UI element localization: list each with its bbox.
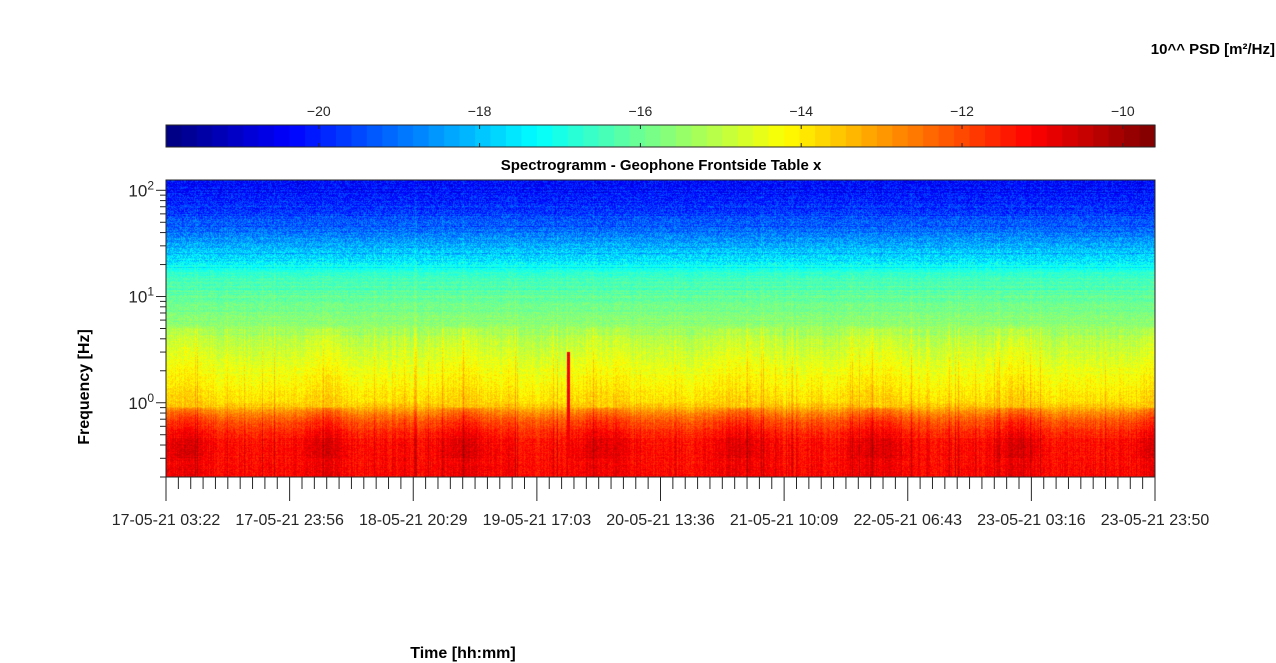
colorbar-step	[305, 125, 322, 147]
spectrogram-heatmap	[166, 180, 1155, 477]
colorbar-step	[768, 125, 785, 147]
x-tick-label: 20-05-21 13:36	[606, 512, 715, 529]
colorbar-step	[1139, 125, 1156, 147]
colorbar-step	[969, 125, 986, 147]
colorbar-step	[876, 125, 893, 147]
colorbar-step	[799, 125, 816, 147]
colorbar-step	[753, 125, 770, 147]
colorbar-step	[490, 125, 507, 147]
y-tick-label: 100	[128, 391, 154, 413]
colorbar-step	[1108, 125, 1125, 147]
colorbar-step	[645, 125, 662, 147]
x-tick-label: 19-05-21 17:03	[483, 512, 592, 529]
colorbar-step	[274, 125, 291, 147]
colorbar-step	[475, 125, 492, 147]
colorbar-step	[166, 125, 183, 147]
colorbar-step	[320, 125, 337, 147]
colorbar-step	[706, 125, 723, 147]
colorbar-step	[1046, 125, 1063, 147]
x-tick-label: 18-05-21 20:29	[359, 512, 468, 529]
colorbar-step	[938, 125, 955, 147]
colorbar-step	[521, 125, 538, 147]
x-tick-label: 23-05-21 23:50	[1101, 512, 1210, 529]
colorbar-step	[552, 125, 569, 147]
colorbar-label: 10^^ PSD [m²/Hz]	[1151, 41, 1275, 58]
colorbar-step	[351, 125, 368, 147]
y-tick-label: 101	[128, 285, 154, 307]
colorbar-step	[629, 125, 646, 147]
colorbar-step	[985, 125, 1002, 147]
colorbar-step	[1093, 125, 1110, 147]
colorbar-step	[583, 125, 600, 147]
colorbar-step	[737, 125, 754, 147]
colorbar-step	[722, 125, 739, 147]
colorbar-step	[444, 125, 461, 147]
colorbar-step	[397, 125, 414, 147]
colorbar-tick-label: −20	[307, 103, 331, 119]
colorbar-step	[1124, 125, 1141, 147]
x-tick-label: 17-05-21 03:22	[112, 512, 221, 529]
colorbar-step	[691, 125, 708, 147]
colorbar-step	[614, 125, 631, 147]
colorbar-step	[567, 125, 584, 147]
colorbar-tick-label: −18	[468, 103, 492, 119]
x-tick-label: 22-05-21 06:43	[853, 512, 962, 529]
colorbar-step	[428, 125, 445, 147]
colorbar-step	[660, 125, 677, 147]
x-tick-label: 21-05-21 10:09	[730, 512, 839, 529]
colorbar-step	[1062, 125, 1079, 147]
colorbar-tick-label: −10	[1111, 103, 1135, 119]
colorbar-step	[923, 125, 940, 147]
colorbar-step	[861, 125, 878, 147]
colorbar-step	[1077, 125, 1094, 147]
colorbar-step	[366, 125, 383, 147]
colorbar-step	[196, 125, 213, 147]
colorbar-step	[1000, 125, 1017, 147]
colorbar-step	[830, 125, 847, 147]
chart-title: Spectrogramm - Geophone Frontside Table …	[501, 157, 822, 174]
colorbar-step	[536, 125, 553, 147]
colorbar-step	[181, 125, 198, 147]
colorbar-step	[212, 125, 229, 147]
colorbar-step	[459, 125, 476, 147]
colorbar-frame	[165, 124, 1156, 148]
colorbar-step	[505, 125, 523, 147]
colorbar-step	[1031, 125, 1048, 147]
colorbar-tick-label: −12	[950, 103, 974, 119]
colorbar-step	[382, 125, 399, 147]
x-axis: 17-05-21 03:22 17-05-21 23:56 18-05-21 20:…	[112, 477, 1210, 529]
colorbar-tick-label: −14	[789, 103, 813, 119]
y-axis: 100 101 102	[128, 178, 166, 478]
colorbar-step	[335, 125, 353, 147]
colorbar-step	[845, 125, 862, 147]
y-tick-label: 102	[128, 178, 154, 200]
colorbar-step	[675, 125, 693, 147]
colorbar-tick-label: −16	[629, 103, 653, 119]
y-axis-label: Frequency [Hz]	[76, 329, 93, 445]
colorbar-step	[227, 125, 244, 147]
colorbar-step	[892, 125, 909, 147]
x-tick-label: 23-05-21 03:16	[977, 512, 1086, 529]
colorbar-step	[243, 125, 260, 147]
colorbar-step	[954, 125, 971, 147]
colorbar-step	[289, 125, 306, 147]
colorbar	[165, 124, 1156, 148]
colorbar-step	[258, 125, 275, 147]
x-tick-label: 17-05-21 23:56	[235, 512, 344, 529]
colorbar-step	[784, 125, 801, 147]
colorbar-step	[413, 125, 430, 147]
colorbar-step	[907, 125, 924, 147]
colorbar-step	[1015, 125, 1032, 147]
x-axis-label: Time [hh:mm]	[410, 645, 515, 662]
colorbar-step	[598, 125, 615, 147]
colorbar-ticks: −20 −18 −16 −14 −12 −10	[307, 103, 1135, 147]
colorbar-step	[815, 125, 832, 147]
